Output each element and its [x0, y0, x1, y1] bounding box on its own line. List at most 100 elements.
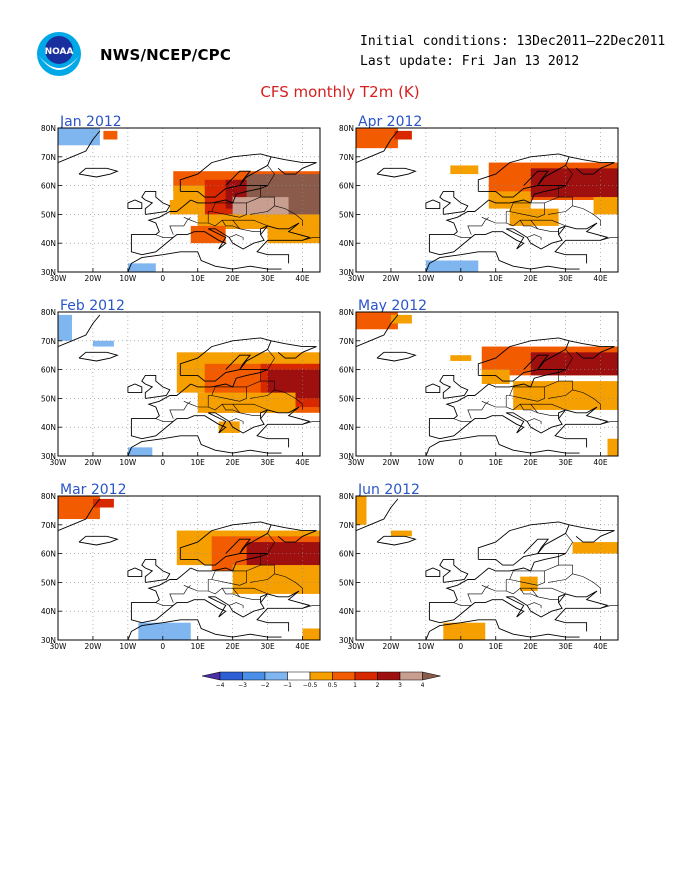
map-frame: [355, 127, 619, 273]
lon-label: 30E: [260, 458, 275, 467]
coastline: [127, 567, 143, 578]
noaa-logo: NOAA: [37, 32, 81, 76]
anomaly-cell: [58, 314, 72, 341]
country-border: [302, 421, 320, 425]
lat-label: 60N: [339, 182, 354, 191]
lon-label: 10W: [119, 274, 137, 283]
country-border: [169, 585, 191, 603]
country-border: [302, 237, 320, 241]
coastline: [127, 251, 282, 272]
lon-label: 10W: [119, 642, 137, 651]
lat-label: 40N: [339, 607, 354, 616]
colorbar-label: 4: [421, 682, 425, 689]
lon-label: 20E: [226, 642, 241, 651]
anomaly-cell: [593, 197, 618, 215]
coastline: [179, 153, 272, 198]
lon-label: 30W: [50, 458, 68, 467]
colorbar-end-high: [422, 671, 441, 681]
colorbar-label: 2: [376, 682, 380, 689]
coastline: [425, 435, 580, 456]
coastline: [625, 594, 646, 620]
coastline: [356, 498, 399, 532]
coastline: [376, 351, 417, 362]
country-border: [467, 217, 489, 235]
coastline: [260, 225, 268, 235]
country-border: [467, 401, 489, 419]
lon-label: 30W: [348, 458, 366, 467]
last-update: Last update: Fri Jan 13 2012: [360, 54, 580, 69]
lat-label: 70N: [339, 153, 354, 162]
country-border: [565, 165, 573, 186]
lat-label: 40N: [41, 239, 56, 248]
lat-label: 60N: [339, 366, 354, 375]
lon-label: 10E: [489, 642, 504, 651]
country-border: [572, 389, 601, 410]
lat-label: 70N: [339, 521, 354, 530]
country-border: [229, 234, 244, 241]
map-frame: [355, 311, 619, 457]
anomaly-cell: [488, 191, 531, 209]
coastline: [260, 593, 268, 603]
lat-label: 40N: [339, 423, 354, 432]
lat-label: 80N: [339, 492, 354, 501]
anomaly-cell: [58, 128, 100, 146]
lon-label: 10E: [191, 642, 206, 651]
lat-label: 50N: [339, 578, 354, 587]
logo-text: NOAA: [45, 47, 74, 57]
anomaly-cell: [356, 496, 367, 525]
lon-label: 20E: [226, 274, 241, 283]
coastline: [260, 409, 268, 419]
country-border: [527, 234, 542, 241]
coastline: [271, 524, 317, 543]
lon-label: 20E: [524, 642, 539, 651]
country-border: [481, 585, 566, 595]
country-border: [267, 533, 275, 554]
map-background: [356, 496, 618, 640]
coastline: [356, 314, 399, 348]
country-border: [600, 605, 618, 609]
coastline: [271, 340, 317, 359]
lon-label: 30W: [348, 274, 366, 283]
lon-label: 40E: [593, 642, 608, 651]
lat-label: 30N: [339, 636, 354, 645]
colorbar-segment: [399, 671, 423, 681]
lat-label: 80N: [41, 492, 56, 501]
lat-label: 70N: [41, 337, 56, 346]
coastline: [425, 383, 441, 394]
coastline: [477, 521, 570, 566]
coastline: [127, 619, 282, 640]
colorbar: −4 −3 −2 −1 −0.5 0.5 1 2 3 4: [201, 671, 441, 689]
country-border: [183, 585, 268, 595]
country-border: [453, 602, 472, 606]
lat-label: 80N: [41, 308, 56, 317]
country-border: [519, 404, 538, 414]
country-border: [274, 389, 303, 410]
colorbar-label: −3: [238, 682, 247, 689]
lat-label: 40N: [339, 239, 354, 248]
lon-label: 10W: [417, 274, 435, 283]
panel-title: Feb 2012: [60, 298, 125, 314]
lon-label: 40E: [593, 274, 608, 283]
lon-label: 40E: [593, 458, 608, 467]
coastline: [558, 409, 566, 419]
lat-label: 60N: [339, 550, 354, 559]
lon-label: 30W: [348, 642, 366, 651]
lat-label: 30N: [41, 636, 56, 645]
country-border: [211, 202, 247, 218]
lon-label: 0: [458, 458, 463, 467]
country-border: [565, 349, 573, 370]
lat-label: 40N: [41, 423, 56, 432]
country-border: [519, 220, 538, 230]
coastline: [569, 156, 615, 175]
country-border: [207, 395, 212, 407]
anomaly-cell: [425, 260, 479, 272]
lon-label: 0: [458, 642, 463, 651]
lon-label: 20E: [524, 274, 539, 283]
coastline: [425, 567, 441, 578]
coastline: [58, 314, 101, 348]
